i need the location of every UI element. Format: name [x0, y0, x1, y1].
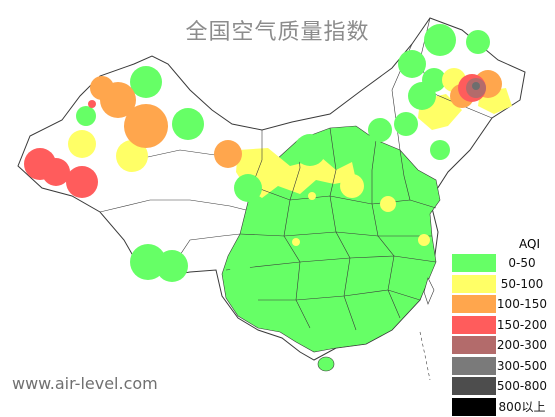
- legend-label: 500-800: [496, 377, 548, 395]
- legend-title: AQI: [452, 236, 548, 253]
- legend-swatch: [452, 357, 496, 375]
- legend-item: 500-800: [452, 376, 548, 397]
- legend-swatch: [452, 377, 496, 395]
- station-marker: [76, 106, 96, 126]
- south-sea-line: [420, 332, 430, 380]
- station-marker: [408, 82, 436, 110]
- station-marker: [418, 234, 430, 246]
- legend-label: 100-150: [496, 295, 548, 313]
- legend-swatch: [452, 398, 496, 416]
- legend-swatch: [452, 316, 496, 334]
- legend-item: 100-150: [452, 294, 548, 315]
- station-marker: [68, 130, 96, 158]
- station-marker: [398, 50, 426, 78]
- station-marker: [234, 174, 262, 202]
- station-marker: [124, 104, 168, 148]
- watermark-url: www.air-level.com: [12, 374, 158, 393]
- station-marker: [292, 238, 300, 246]
- legend-item: 300-500: [452, 356, 548, 377]
- legend-item: 0-50: [452, 253, 548, 274]
- station-marker: [308, 192, 316, 200]
- legend-label: 0-50: [496, 254, 548, 272]
- aqi-legend: AQI 0-50 50-100 100-150 150-200 200-300 300-5…: [452, 236, 548, 417]
- legend-label: 300-500: [496, 357, 548, 375]
- map-title: 全国空气质量指数: [0, 14, 555, 46]
- station-marker: [230, 258, 250, 278]
- station-marker: [368, 118, 392, 142]
- legend-swatch: [452, 275, 496, 293]
- station-marker: [130, 66, 162, 98]
- station-marker: [394, 112, 418, 136]
- legend-item: 150-200: [452, 315, 548, 336]
- station-marker: [294, 134, 326, 166]
- station-marker: [172, 108, 204, 140]
- station-marker: [380, 196, 396, 212]
- legend-item: 50-100: [452, 274, 548, 295]
- legend-label: 50-100: [496, 275, 548, 293]
- hainan-island: [318, 357, 334, 371]
- legend-label: 200-300: [496, 336, 548, 354]
- legend-item: 200-300: [452, 335, 548, 356]
- legend-swatch: [452, 295, 496, 313]
- station-marker: [156, 250, 188, 282]
- station-marker: [66, 166, 98, 198]
- legend-label: 800以上: [496, 398, 548, 416]
- station-marker: [42, 158, 70, 186]
- legend-swatch: [452, 336, 496, 354]
- station-marker: [430, 140, 450, 160]
- station-marker: [340, 174, 364, 198]
- legend-swatch: [452, 254, 496, 272]
- station-marker: [90, 76, 114, 100]
- station-marker: [88, 100, 96, 108]
- station-marker: [214, 140, 242, 168]
- station-marker: [472, 82, 480, 90]
- legend-label: 150-200: [496, 316, 548, 334]
